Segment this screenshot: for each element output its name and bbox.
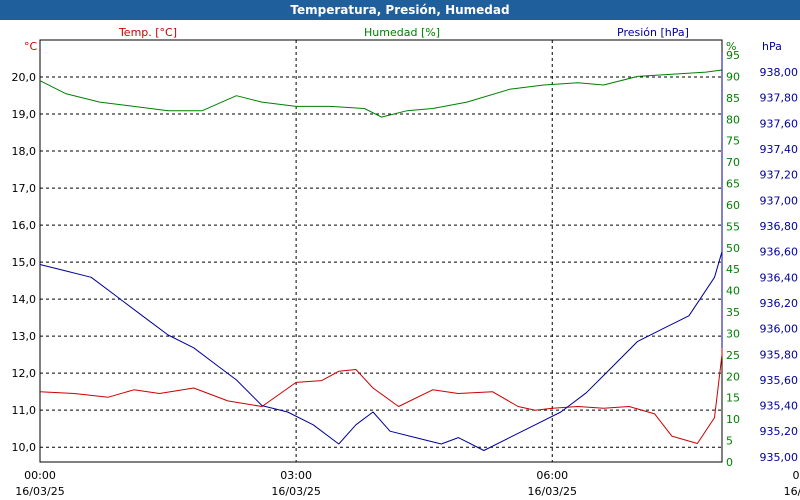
pressure-tick-label: 935,40 (760, 400, 799, 413)
temp-tick-label: 14,0 (12, 293, 37, 306)
pressure-tick-label: 937,60 (760, 117, 799, 130)
pressure-tick-label: 936,60 (760, 246, 799, 259)
legend-pressure: Presión [hPa] (617, 26, 689, 39)
humidity-tick-label: 15 (726, 392, 740, 405)
x-tick-time: 00:00 (24, 469, 56, 482)
humidity-tick-label: 0 (726, 456, 733, 469)
humidity-tick-label: 5 (726, 435, 733, 448)
temp-tick-label: 11,0 (12, 404, 37, 417)
humidity-unit-label: % (726, 40, 736, 53)
humidity-tick-label: 80 (726, 113, 740, 126)
x-tick-date: 16/03/25 (271, 485, 320, 498)
tick-labels: 00:00 16/03/25 03:00 16/03/25 06:00 16/03/25 0… (12, 40, 800, 498)
x-tick-time: 06:00 (536, 469, 568, 482)
temp-tick-label: 19,0 (12, 108, 37, 121)
temp-tick-label: 16,0 (12, 219, 37, 232)
pressure-tick-label: 937,80 (760, 92, 799, 105)
pressure-tick-label: 936,40 (760, 271, 799, 284)
legend-temperature: Temp. [°C] (118, 26, 177, 39)
pressure-tick-label: 937,20 (760, 169, 799, 182)
humidity-tick-label: 40 (726, 285, 740, 298)
humidity-tick-label: 95 (726, 49, 740, 62)
pressure-tick-label: 938,00 (760, 66, 799, 79)
humidity-tick-label: 50 (726, 242, 740, 255)
chart-title: Temperatura, Presión, Humedad (0, 0, 800, 20)
pressure-series-line (39, 52, 723, 451)
temp-unit-label: °C (24, 40, 38, 53)
pressure-tick-label: 935,20 (760, 425, 799, 438)
pressure-tick-label: 935,60 (760, 374, 799, 387)
humidity-tick-label: 30 (726, 327, 740, 340)
temp-tick-label: 12,0 (12, 367, 37, 380)
grid-lines (40, 40, 722, 462)
series-lines (39, 52, 723, 451)
x-tick-date: 16/03/25 (784, 485, 800, 498)
pressure-tick-label: 936,00 (760, 323, 799, 336)
plot-frame (39, 39, 723, 463)
temp-tick-label: 17,0 (12, 182, 37, 195)
legend-humidity: Humedad [%] (364, 26, 440, 39)
pressure-tick-label: 935,80 (760, 348, 799, 361)
pressure-tick-label: 937,00 (760, 194, 799, 207)
humidity-tick-label: 75 (726, 135, 740, 148)
humidity-tick-label: 60 (726, 199, 740, 212)
humidity-tick-label: 35 (726, 306, 740, 319)
pressure-tick-label: 935,00 (760, 451, 799, 464)
humidity-tick-label: 10 (726, 413, 740, 426)
temp-tick-label: 20,0 (12, 71, 37, 84)
humidity-tick-label: 25 (726, 349, 740, 362)
temp-tick-label: 13,0 (12, 330, 37, 343)
pressure-tick-label: 936,20 (760, 297, 799, 310)
humidity-tick-label: 85 (726, 92, 740, 105)
legend: Temp. [°C] Humedad [%] Presión [hPa] (118, 26, 689, 39)
pressure-tick-label: 936,80 (760, 220, 799, 233)
x-tick-date: 16/03/25 (528, 485, 577, 498)
humidity-tick-label: 65 (726, 178, 740, 191)
humidity-tick-label: 20 (726, 370, 740, 383)
humidity-tick-label: 45 (726, 263, 740, 276)
chart-area: 00:00 16/03/25 03:00 16/03/25 06:00 16/03/25 0… (12, 26, 800, 498)
x-tick-time: 09:00 (793, 469, 800, 482)
x-tick-date: 16/03/25 (15, 485, 64, 498)
pressure-tick-label: 937,40 (760, 143, 799, 156)
x-tick-time: 03:00 (280, 469, 312, 482)
temp-tick-label: 10,0 (12, 441, 37, 454)
humidity-tick-label: 70 (726, 156, 740, 169)
pressure-unit-label: hPa (762, 40, 782, 53)
humidity-tick-label: 90 (726, 70, 740, 83)
temp-tick-label: 18,0 (12, 145, 37, 158)
temp-tick-label: 15,0 (12, 256, 37, 269)
humidity-tick-label: 55 (726, 220, 740, 233)
